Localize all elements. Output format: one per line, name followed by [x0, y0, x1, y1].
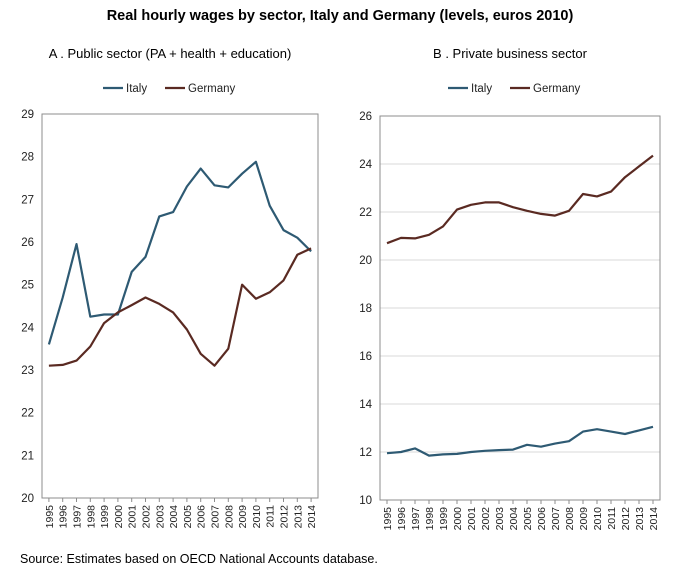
y-tick-label: 23	[21, 365, 34, 377]
legend-label-italy: Italy	[471, 83, 492, 95]
x-tick-label: 2010	[251, 505, 263, 529]
y-tick-label: 14	[359, 399, 372, 411]
series-line-germany	[48, 247, 312, 367]
y-tick-label: 24	[21, 322, 34, 334]
x-tick-label: 2007	[210, 505, 222, 529]
x-tick-label: 2012	[279, 505, 291, 529]
x-tick-label: 2006	[196, 505, 208, 529]
x-tick-label: 1996	[396, 507, 408, 531]
x-tick-label: 2011	[606, 507, 618, 530]
legend-label-italy: Italy	[126, 83, 147, 95]
chart-title: Real hourly wages by sector, Italy and G…	[106, 8, 574, 24]
legend-label-germany: Germany	[533, 83, 581, 95]
y-tick-label: 20	[21, 493, 34, 505]
x-tick-label: 2003	[494, 507, 506, 531]
y-tick-label: 12	[359, 447, 372, 459]
x-tick-label: 2014	[648, 507, 660, 531]
legend-label-germany: Germany	[188, 83, 236, 95]
x-tick-label: 2000	[452, 507, 464, 531]
x-tick-label: 1998	[85, 505, 97, 529]
public-sector-chart: 20 21 22 23 24 25 26 27 28 29 1995 1996 1997 1998 1999…	[21, 83, 319, 529]
y-tick-label: 29	[21, 109, 34, 121]
y-tick-label: 22	[359, 207, 372, 219]
x-tick-label: 2000	[113, 505, 125, 529]
x-tick-label: 2002	[480, 507, 492, 531]
x-tick-label: 2014	[306, 505, 318, 529]
y-tick-label: 21	[21, 450, 34, 462]
x-tick-label: 2004	[508, 507, 520, 531]
x-tick-label: 1995	[382, 507, 394, 531]
y-tick-label: 18	[359, 303, 372, 315]
x-tick-label: 1997	[410, 507, 422, 531]
x-tick-label: 1997	[72, 505, 84, 529]
y-tick-label: 24	[359, 159, 372, 171]
x-tick-label: 2011	[265, 505, 277, 528]
x-tick-label: 1996	[58, 505, 70, 529]
panel-a-title: A . Public sector (PA + health + educati…	[48, 46, 292, 61]
series-line-italy	[386, 425, 654, 457]
y-tick-label: 28	[21, 152, 34, 164]
source-note: Source: Estimates based on OECD National…	[20, 552, 378, 566]
y-tick-label: 16	[359, 351, 372, 363]
x-tick-label: 1998	[424, 507, 436, 531]
y-tick-label: 27	[21, 194, 34, 206]
x-tick-label: 2012	[620, 507, 632, 531]
x-tick-label: 2007	[550, 507, 562, 531]
y-tick-label: 22	[21, 408, 34, 420]
plot-area-border	[379, 115, 661, 501]
x-tick-label: 2009	[237, 505, 249, 529]
x-tick-label: 2010	[592, 507, 604, 531]
x-tick-label: 2002	[141, 505, 153, 529]
y-tick-label: 26	[21, 237, 34, 249]
x-tick-label: 2009	[578, 507, 590, 531]
y-tick-label: 10	[359, 495, 372, 507]
x-tick-label: 2008	[223, 505, 235, 529]
x-tick-label: 2013	[634, 507, 646, 531]
x-tick-label: 2006	[536, 507, 548, 531]
x-tick-label: 2008	[564, 507, 576, 531]
panel-b-title: B . Private business sector	[433, 46, 587, 61]
x-tick-label: 2005	[522, 507, 534, 531]
series-line-germany	[386, 154, 654, 245]
x-tick-label: 2005	[182, 505, 194, 529]
x-tick-label: 1999	[438, 507, 450, 531]
panel-public-sector: A . Public sector (PA + health + educati…	[0, 32, 340, 537]
series-line-italy	[47, 160, 312, 345]
y-tick-label: 26	[359, 111, 372, 123]
panel-private-sector: B . Private business sector 10 12 14 16 18 20…	[340, 32, 680, 537]
y-tick-label: 20	[359, 255, 372, 267]
x-tick-label: 1995	[44, 505, 56, 529]
x-tick-label: 2013	[292, 505, 304, 529]
x-tick-label: 2004	[168, 505, 180, 529]
x-tick-label: 2001	[466, 507, 478, 531]
x-tick-label: 1999	[99, 505, 111, 529]
x-tick-label: 2003	[154, 505, 166, 529]
x-tick-label: 2001	[127, 505, 139, 529]
y-tick-label: 25	[21, 280, 34, 292]
plot-area-border	[41, 113, 319, 499]
